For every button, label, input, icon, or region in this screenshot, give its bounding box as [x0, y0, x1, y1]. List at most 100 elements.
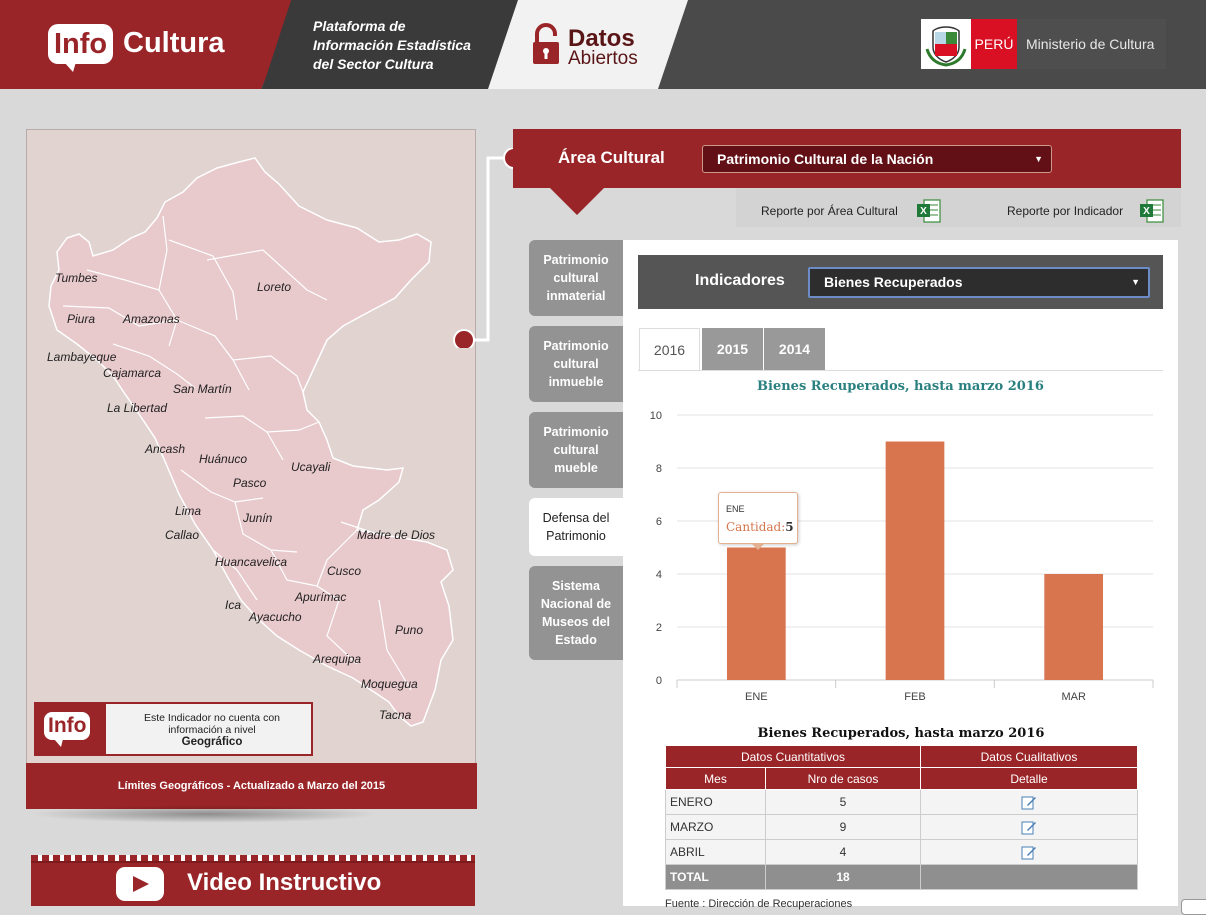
dept-label[interactable]: Ancash	[145, 442, 186, 456]
video-instructivo-button[interactable]: Video Instructivo	[31, 855, 475, 906]
geo-info-line-3: Geográfico	[181, 736, 243, 748]
tabs-divider	[638, 370, 1163, 371]
film-strip	[31, 855, 475, 863]
dept-label[interactable]: Tacna	[379, 708, 412, 722]
tab-year-2014[interactable]: 2014	[764, 328, 825, 370]
tab-year-2015[interactable]: 2015	[702, 328, 763, 370]
dept-label[interactable]: Ucayali	[291, 460, 331, 474]
tab-sistema-museos[interactable]: Sistema Nacional de Museos del Estado	[529, 566, 623, 660]
dept-label[interactable]: Loreto	[257, 280, 292, 294]
dept-label[interactable]: Madre de Dios	[357, 528, 436, 542]
source-note: Fuente : Dirección de Recuperaciones	[665, 898, 853, 910]
table-title: Bienes Recuperados, hasta marzo 2016	[757, 726, 1045, 741]
dept-label[interactable]: Lima	[175, 504, 202, 518]
dept-label[interactable]: Tumbes	[55, 271, 98, 285]
bar-chart: 0 2 4 6 8 10 ENE FEB MAR	[650, 410, 1154, 703]
report-area-label: Reporte por Área Cultural	[761, 204, 898, 218]
dept-label[interactable]: Huánuco	[199, 452, 248, 466]
dept-label[interactable]: Apurímac	[295, 590, 347, 604]
y-tick-label: 8	[656, 463, 662, 475]
table-row: MARZO 9	[665, 814, 1138, 840]
y-tick-label: 0	[656, 675, 662, 687]
dept-label[interactable]: San Martín	[173, 382, 232, 396]
dept-label[interactable]: Arequipa	[313, 652, 362, 666]
chart-tooltip: ENE Cantidad:5	[718, 492, 798, 550]
bar-ene	[726, 547, 786, 680]
edit-icon[interactable]	[1021, 794, 1037, 810]
dept-label[interactable]: Junín	[243, 511, 273, 525]
area-select-value: Patrimonio Cultural de la Nación	[717, 151, 934, 167]
info-badge-label: Info	[44, 712, 91, 747]
geo-info-box: Info Este Indicador no cuenta con inform…	[34, 702, 313, 756]
area-cultural-select[interactable]: Patrimonio Cultural de la Nación ▼	[702, 145, 1052, 173]
video-label: Video Instructivo	[187, 869, 382, 896]
indicator-select[interactable]: Bienes Recuperados ▼	[808, 267, 1150, 298]
dept-label[interactable]: Piura	[67, 312, 96, 326]
cell-casos: 5	[765, 789, 921, 815]
tab-year-2016[interactable]: 2016	[639, 328, 700, 371]
dept-label[interactable]: Ica	[225, 598, 242, 612]
table-total-row: TOTAL 18	[665, 864, 1138, 890]
tab-patrimonio-mueble[interactable]: Patrimonio cultural mueble	[529, 412, 623, 488]
peru-map[interactable]	[27, 130, 477, 760]
tooltip-series-label: Cantidad:	[726, 520, 786, 534]
group-header-quant: Datos Cuantitativos	[665, 745, 921, 768]
peru-label: PERÚ	[971, 19, 1017, 69]
ministry-logo[interactable]: PERÚ Ministerio de Cultura	[921, 19, 1166, 69]
excel-icon[interactable]: X	[916, 198, 942, 224]
edit-icon[interactable]	[1021, 819, 1037, 835]
y-tick-label: 2	[656, 622, 662, 634]
dept-label[interactable]: Puno	[395, 623, 424, 637]
shield-icon	[921, 19, 971, 69]
dept-label[interactable]: Cusco	[327, 564, 362, 578]
edit-icon[interactable]	[1021, 844, 1037, 860]
tab-patrimonio-inmueble[interactable]: Patrimonio cultural inmueble	[529, 326, 623, 402]
ministry-label: Ministerio de Cultura	[1026, 36, 1155, 52]
x-tick-label: MAR	[1061, 691, 1086, 703]
cell-mes: ABRIL	[665, 839, 766, 865]
area-cultural-label: Área Cultural	[558, 148, 665, 167]
tooltip-category: ENE	[726, 504, 745, 514]
dept-label[interactable]: Ayacucho	[249, 610, 302, 624]
report-indicator-button[interactable]: Reporte por Indicador	[1007, 188, 1157, 227]
x-tick-label: FEB	[904, 691, 925, 703]
tooltip-label: Cantidad:5	[726, 520, 794, 534]
x-tick-label: ENE	[745, 691, 768, 703]
datos-subtitle: Abiertos	[568, 48, 638, 69]
svg-text:X: X	[1143, 206, 1150, 217]
map-shadow	[30, 805, 380, 823]
data-table: Datos Cuantitativos Datos Cualitativos M…	[665, 745, 1138, 890]
cell-detalle	[920, 789, 1138, 815]
chevron-down-icon: ▼	[1131, 277, 1140, 287]
info-badge: Info	[36, 704, 106, 754]
dept-label[interactable]: Lambayeque	[47, 350, 117, 364]
dept-label[interactable]: Pasco	[233, 476, 267, 490]
platform-title[interactable]: Plataforma de Información Estadística de…	[313, 17, 513, 74]
tab-patrimonio-inmaterial[interactable]: Patrimonio cultural inmaterial	[529, 240, 623, 316]
excel-icon[interactable]: X	[1139, 198, 1165, 224]
dept-label[interactable]: Callao	[165, 528, 200, 542]
bar-feb	[885, 441, 945, 680]
logo-cultura[interactable]: Cultura	[123, 27, 225, 59]
logo-info[interactable]: Info	[48, 24, 114, 72]
cell-total-label: TOTAL	[665, 864, 766, 890]
group-header-qual: Datos Cualitativos	[920, 745, 1138, 768]
dept-label[interactable]: Amazonas	[123, 312, 180, 326]
datos-abiertos-block[interactable]	[488, 0, 688, 89]
dept-label[interactable]: La Libertad	[107, 401, 168, 415]
tab-defensa-patrimonio[interactable]: Defensa del Patrimonio	[529, 498, 623, 556]
cell-mes: ENERO	[665, 789, 766, 815]
dept-label[interactable]: Cajamarca	[103, 366, 162, 380]
chart-title: Bienes Recuperados, hasta marzo 2016	[757, 379, 1044, 394]
dept-label[interactable]: Huancavelica	[215, 555, 288, 569]
dept-label[interactable]: Moquegua	[361, 677, 418, 691]
datos-title: Datos	[568, 25, 635, 52]
cell-mes: MARZO	[665, 814, 766, 840]
cell-detalle	[920, 814, 1138, 840]
svg-text:X: X	[920, 206, 927, 217]
report-indicator-label: Reporte por Indicador	[1007, 204, 1124, 218]
report-area-button[interactable]: Reporte por Área Cultural	[761, 188, 961, 227]
cell-casos: 9	[765, 814, 921, 840]
table-row: ENERO 5	[665, 789, 1138, 815]
corner-button[interactable]	[1181, 899, 1206, 915]
